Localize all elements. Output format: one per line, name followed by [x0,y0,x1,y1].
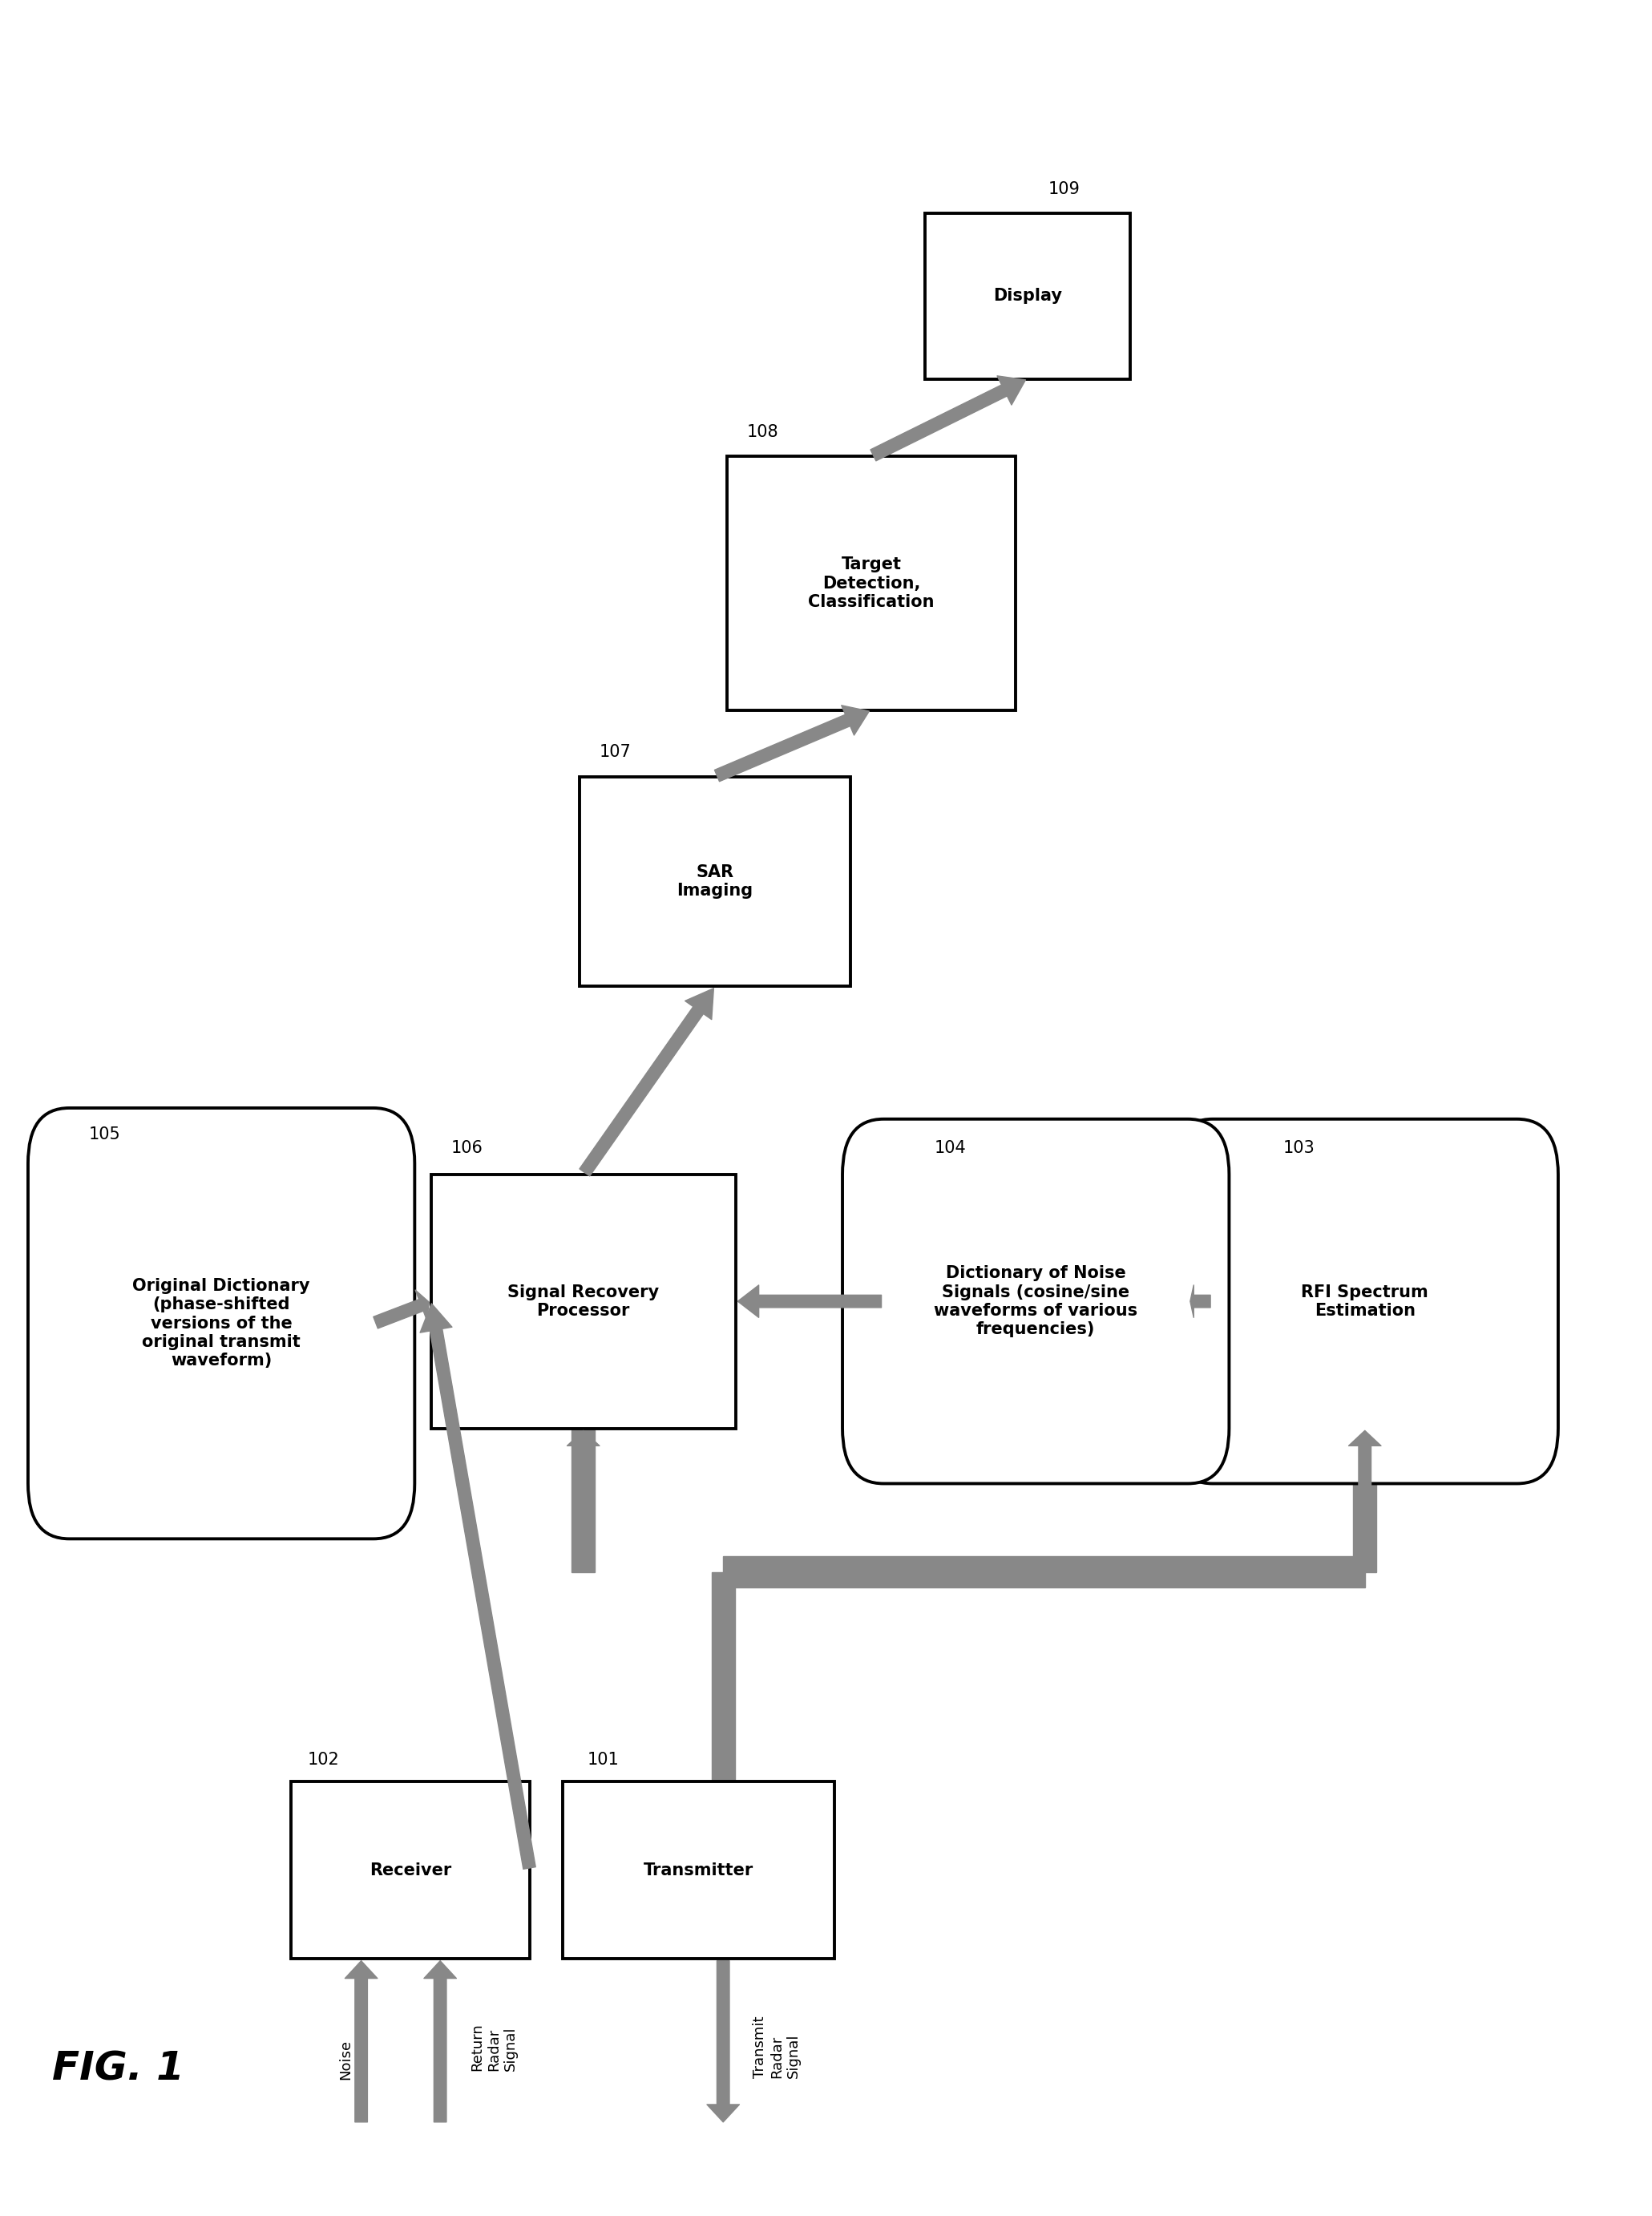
FancyBboxPatch shape [580,776,851,986]
Text: 106: 106 [451,1139,482,1157]
FancyBboxPatch shape [291,1782,530,1959]
Text: 102: 102 [307,1751,340,1768]
FancyBboxPatch shape [843,1119,1229,1483]
Text: Dictionary of Noise
Signals (cosine/sine
waveforms of various
frequencies): Dictionary of Noise Signals (cosine/sine… [933,1265,1138,1336]
Text: Target
Detection,
Classification: Target Detection, Classification [808,556,935,609]
FancyBboxPatch shape [925,213,1130,379]
FancyBboxPatch shape [563,1782,834,1959]
Text: Transmitter: Transmitter [644,1861,753,1879]
FancyBboxPatch shape [727,456,1016,711]
Text: 107: 107 [600,745,631,760]
FancyBboxPatch shape [712,1571,735,1959]
Text: 105: 105 [89,1126,121,1143]
Text: Return
Radar
Signal: Return Radar Signal [469,2023,517,2072]
FancyBboxPatch shape [431,1174,735,1429]
Text: Receiver: Receiver [370,1861,451,1879]
Text: 109: 109 [1047,182,1080,197]
Text: SAR
Imaging: SAR Imaging [677,864,753,900]
Text: 103: 103 [1284,1139,1315,1157]
Text: Transmit
Radar
Signal: Transmit Radar Signal [753,2017,801,2079]
Text: RFI Spectrum
Estimation: RFI Spectrum Estimation [1302,1283,1429,1319]
Text: Original Dictionary
(phase-shifted
versions of the
original transmit
waveform): Original Dictionary (phase-shifted versi… [132,1279,311,1369]
Text: Signal Recovery
Processor: Signal Recovery Processor [507,1283,659,1319]
FancyBboxPatch shape [1353,1429,1376,1571]
FancyBboxPatch shape [1171,1119,1558,1483]
Text: Noise: Noise [339,2041,354,2081]
Text: FIG. 1: FIG. 1 [53,2050,185,2087]
FancyBboxPatch shape [28,1108,415,1538]
Text: Display: Display [993,288,1062,304]
FancyBboxPatch shape [572,1429,595,1571]
FancyBboxPatch shape [724,1556,1365,1587]
Text: 101: 101 [588,1751,620,1768]
Text: 108: 108 [747,423,778,441]
Text: 104: 104 [935,1139,966,1157]
